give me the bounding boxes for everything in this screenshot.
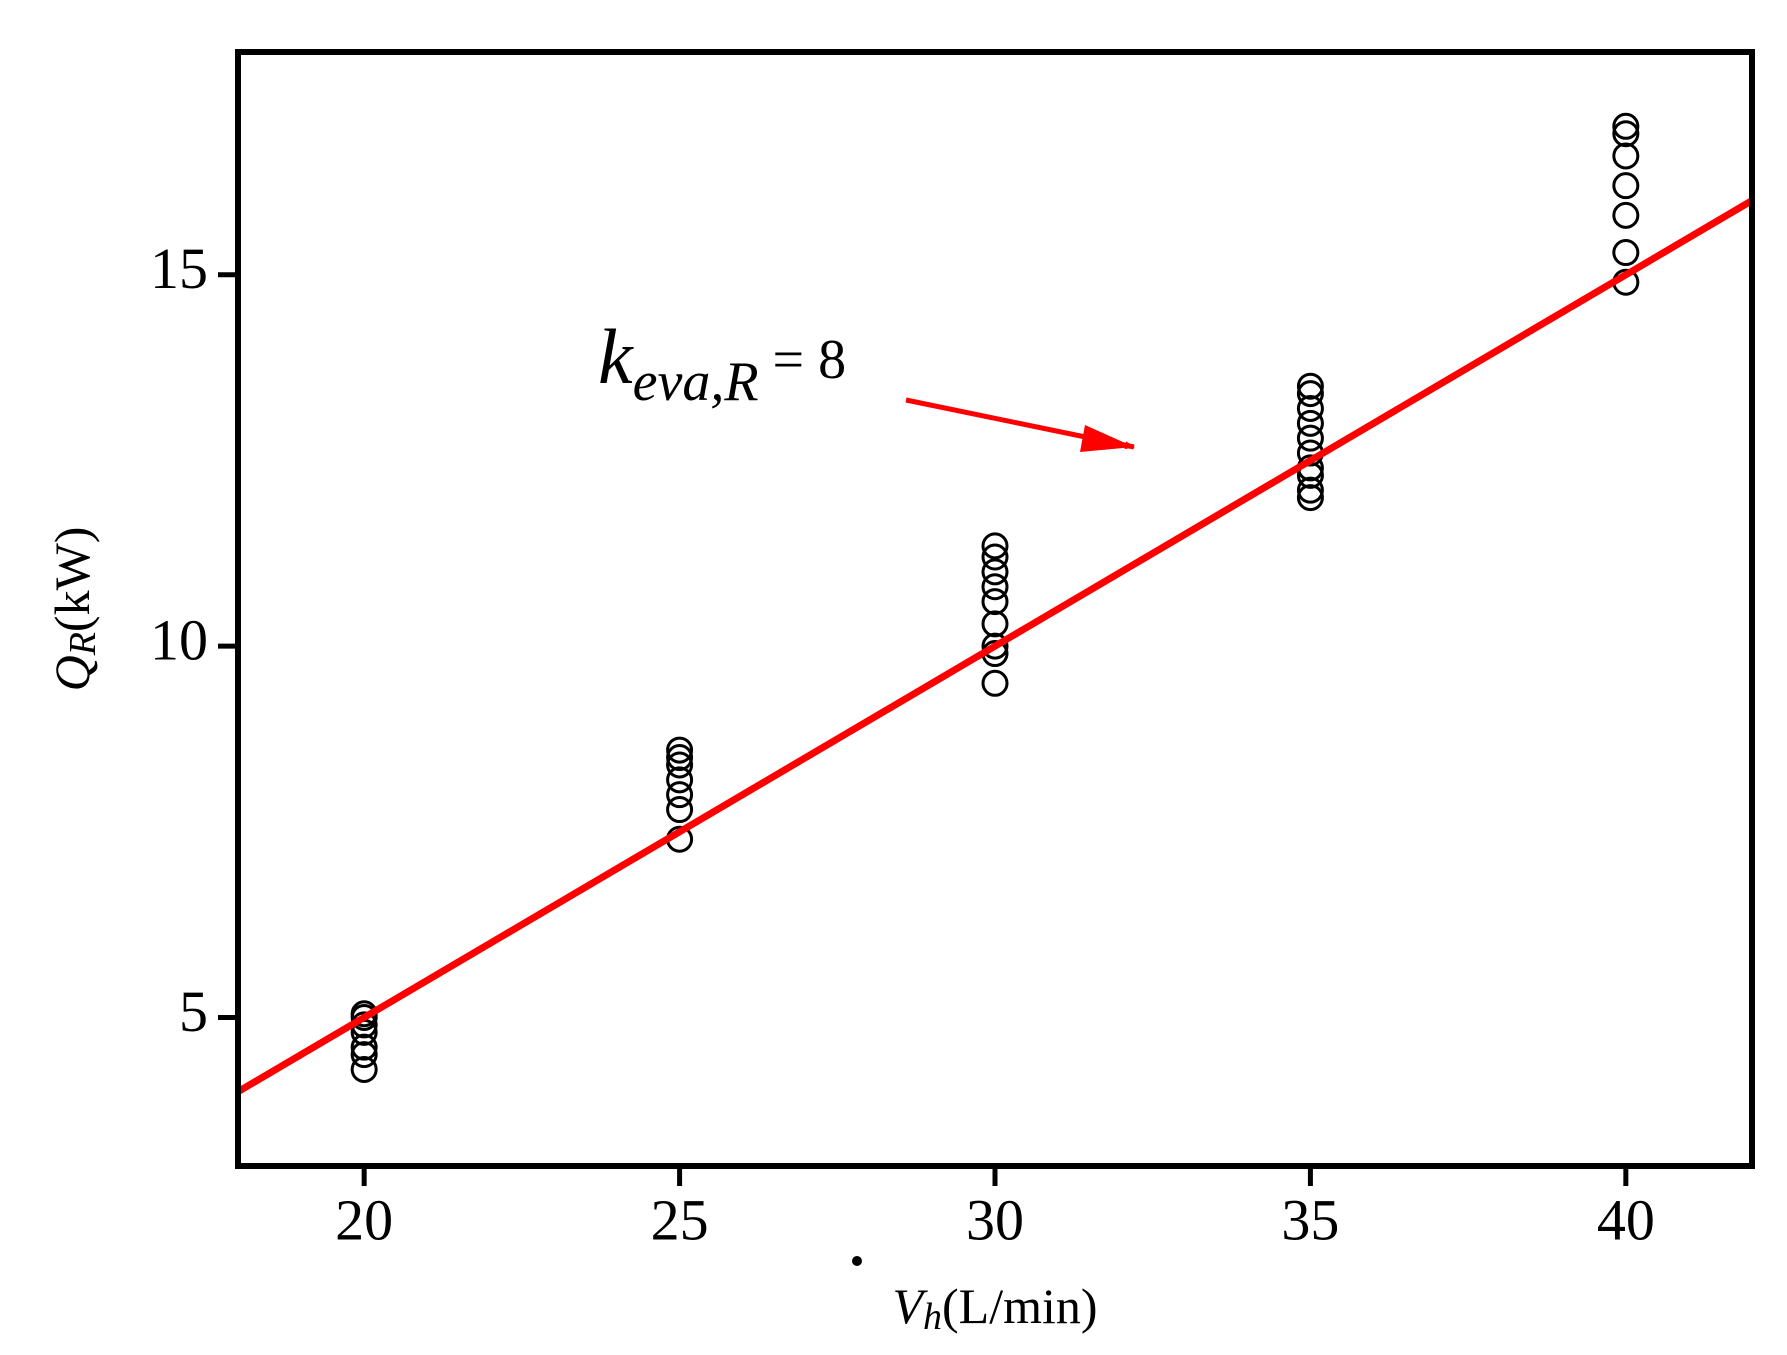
annotation-symbol: k [598, 313, 634, 400]
y-tick-label: 15 [150, 236, 208, 301]
plot-frame [235, 49, 1755, 1169]
y-tick-label: 5 [179, 979, 208, 1044]
point [1612, 142, 1640, 170]
point [666, 781, 694, 809]
point [981, 558, 1009, 586]
point [1296, 484, 1324, 512]
point [666, 766, 694, 794]
point [981, 632, 1009, 660]
annotation-subscript: eva,R [633, 351, 759, 413]
x-unit: (L/min) [942, 1278, 1098, 1334]
x-tick-label: 35 [1281, 1187, 1339, 1252]
point [981, 588, 1009, 616]
x-symbol: V [892, 1278, 928, 1334]
point [1612, 120, 1640, 148]
point [666, 796, 694, 824]
arrow-head [1080, 425, 1134, 452]
y-symbol: Q [44, 655, 100, 691]
point [1296, 424, 1324, 452]
fit-line [238, 197, 1752, 1095]
point [666, 744, 694, 772]
point [1296, 394, 1324, 422]
point [1296, 372, 1324, 400]
point [981, 543, 1009, 571]
point [350, 1033, 378, 1061]
point [981, 610, 1009, 638]
x-tick-label: 25 [651, 1187, 709, 1252]
point [981, 532, 1009, 560]
point [1612, 112, 1640, 140]
y-axis-label: QR(kW) [44, 527, 103, 692]
point [981, 669, 1009, 697]
annotation-text: = 8 [773, 329, 847, 391]
point [981, 573, 1009, 601]
point [1296, 409, 1324, 437]
x-tick-label: 40 [1597, 1187, 1655, 1252]
dot-accent [852, 1256, 862, 1266]
annotation: keva,R = 8 [598, 313, 846, 413]
point [666, 736, 694, 764]
point [1296, 380, 1324, 408]
point [350, 1055, 378, 1083]
x-subscript: h [923, 1296, 942, 1338]
point [1296, 476, 1324, 504]
x-tick-label: 30 [966, 1187, 1024, 1252]
point [1612, 172, 1640, 200]
point [350, 1041, 378, 1069]
x-axis-label: Vh(L/min) [892, 1278, 1097, 1337]
point [666, 751, 694, 779]
point [1612, 239, 1640, 267]
y-tick-label: 10 [150, 607, 208, 672]
x-tick-label: 20 [335, 1187, 393, 1252]
y-unit: (kW) [44, 527, 100, 633]
point [1612, 201, 1640, 229]
y-subscript: R [62, 632, 104, 656]
